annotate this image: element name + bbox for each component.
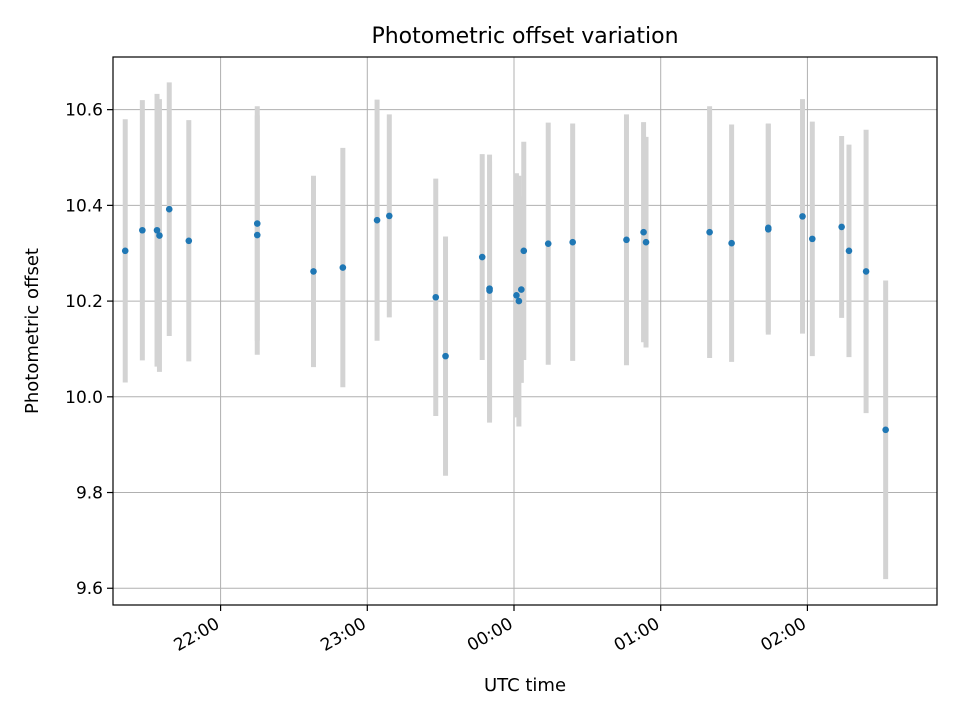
y-tick-label: 10.2 [65,292,103,312]
data-point [544,240,552,247]
x-tick-label: 23:00 [317,614,369,656]
data-point [862,268,870,275]
data-point [520,247,528,255]
errorbars [122,82,889,580]
y-axis-label: Photometric offset [22,248,43,414]
data-point [808,235,816,243]
y-tick-label: 10.4 [65,196,103,216]
data-point [728,239,735,247]
data-point [515,297,523,305]
y-tick-label: 9.6 [76,579,103,599]
x-axis-label: UTC time [484,675,566,696]
data-point [185,237,193,245]
data-point [165,205,173,213]
data-point [139,226,146,234]
y-tick-label: 9.8 [76,484,103,504]
chart-title: Photometric offset variation [371,24,678,49]
data-point [486,287,493,294]
x-tick-label: 22:00 [171,614,223,656]
y-axis-ticks: 9.6 9.8 10.0 10.2 10.4 10.6 [65,101,113,599]
data-point [706,228,713,236]
data-point [513,292,520,299]
data-point [253,231,261,239]
x-tick-label: 00:00 [464,614,516,656]
y-tick-label: 10.6 [65,101,103,121]
x-tick-label: 02:00 [757,614,809,656]
plot-frame [112,56,938,606]
data-point [121,247,129,255]
data-point [339,264,347,271]
data-point [442,352,449,360]
data-point [385,212,393,220]
data-point [156,232,163,239]
data-point [153,226,161,234]
data-point [764,224,772,232]
data-point [569,238,576,246]
data-point [432,293,440,301]
x-tick-label: 01:00 [611,614,663,656]
data-point [310,268,317,275]
data-point [845,247,853,255]
data-point [838,223,845,231]
data-point [478,253,486,261]
x-axis-ticks: 22:00 23:00 00:00 01:00 02:00 [171,605,810,656]
data-point [642,238,650,246]
data-point [518,286,525,293]
data-points [121,205,889,434]
data-point [640,228,647,236]
data-point [623,236,630,244]
data-point [799,213,806,220]
data-point [253,220,261,227]
y-tick-label: 10.0 [65,388,103,408]
data-point [373,216,381,224]
data-point [882,426,889,434]
